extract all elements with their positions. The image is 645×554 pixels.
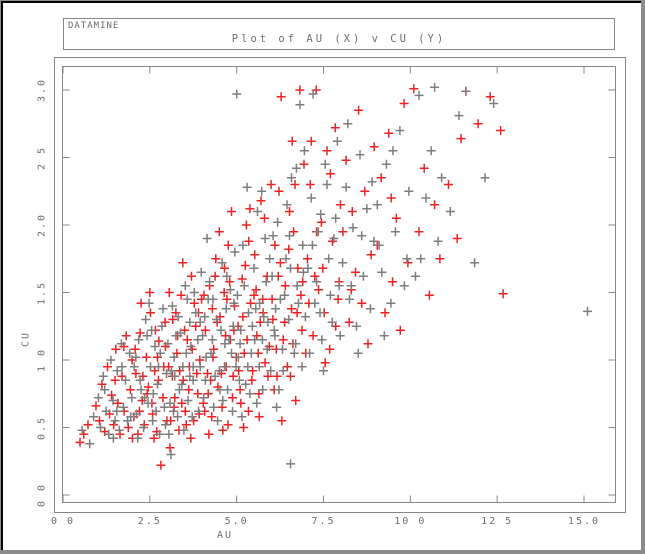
plot-canvas [62,66,616,503]
gray-points [77,82,592,469]
x-tick-label: 0 0 [50,516,76,527]
y-tick-label: 1.5 [36,280,48,305]
y-tick-label: 2.0 [36,212,48,238]
red-points [75,84,508,470]
y-tick-label: 3.0 [36,77,48,103]
y-tick-label: 1 0 [36,347,48,373]
x-tick-label: 12 5 [481,516,514,527]
plot-header-box: DATAMINE Plot of AU (X) v CU (Y) [63,18,615,50]
x-tick-label: 2.5 [137,516,162,527]
x-tick-label: 10 0 [394,516,427,527]
app-label: DATAMINE [68,21,120,31]
y-tick-label: 0 0 [36,482,48,508]
y-tick-label: 2 5 [36,145,48,170]
y-axis-title: CU [20,330,32,348]
gray-points-markers [77,82,592,469]
plot-outer-frame [54,57,626,513]
plot-box-border [62,66,616,503]
x-axis-title: AU [216,530,234,541]
plot-title: Plot of AU (X) v CU (Y) [231,33,447,45]
x-tick-label: 15.0 [567,516,601,527]
red-points-markers [75,84,508,470]
y-tick-label: 0.5 [36,415,48,440]
window-content: DATAMINE Plot of AU (X) v CU (Y) AU CU 0… [3,3,641,550]
x-tick-label: 7.5 [311,516,336,527]
x-tick-label: 5.0 [224,516,249,527]
